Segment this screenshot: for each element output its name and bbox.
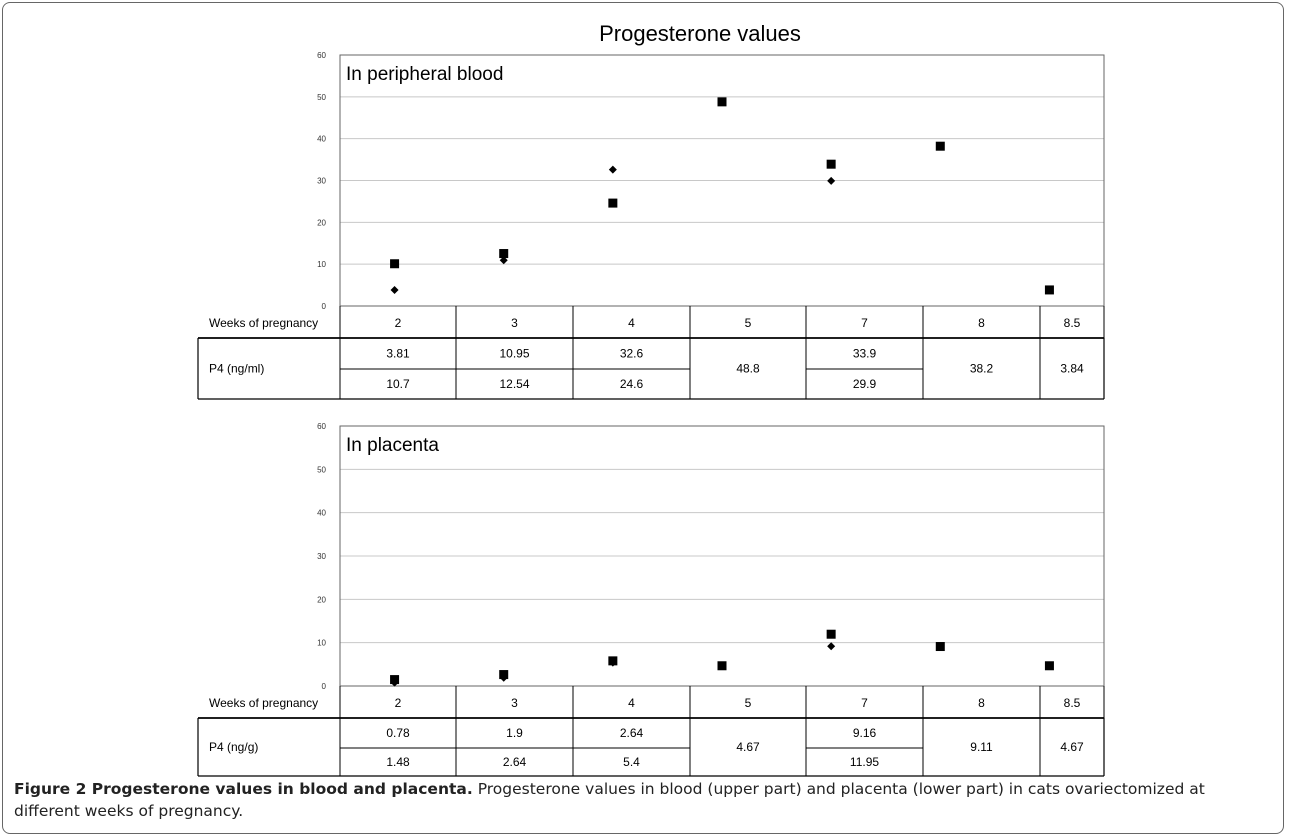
chart1-header-label: Weeks of pregnancy	[209, 316, 318, 330]
chart2-y-tick-label: 0	[322, 682, 327, 691]
chart1-y-tick-label: 50	[317, 93, 326, 102]
chart1-y-tick-label: 0	[322, 302, 327, 311]
chart1-square-point	[935, 141, 945, 151]
chart1-title: In peripheral blood	[346, 64, 503, 85]
chart1-diamond-point	[390, 286, 399, 295]
chart1-y-tick-label: 30	[317, 177, 326, 186]
chart1-square-point	[390, 259, 400, 269]
chart2-table-cell: 9.11	[970, 740, 993, 754]
chart2-table-cell: 2.64	[620, 726, 644, 740]
chart2-y-tick-label: 30	[317, 552, 326, 561]
chart1-table-cell: 12.54	[499, 377, 529, 391]
chart2-table-cell: 5.4	[623, 755, 640, 769]
chart2-plot-frame	[339, 425, 1105, 687]
chart2-square-point	[390, 675, 400, 685]
chart1-row-label: P4 (ng/ml)	[209, 362, 264, 376]
chart1-x-category-label: 4	[628, 316, 635, 330]
chart2-table-cell: 1.9	[506, 726, 523, 740]
chart2-y-tick-label: 60	[317, 422, 326, 431]
chart2-square-point	[826, 629, 836, 639]
chart1-table-cell: 10.7	[386, 377, 410, 391]
chart1-x-category-label: 3	[511, 316, 518, 330]
chart2-table-cell: 4.67	[1060, 740, 1084, 754]
chart2-y-tick-label: 50	[317, 465, 326, 474]
chart1-square-point	[1044, 285, 1054, 295]
chart2-x-category-label: 5	[745, 696, 752, 710]
chart1-table-cell: 10.95	[499, 347, 529, 361]
chart2-y-tick-label: 40	[317, 509, 326, 518]
chart1-square-point	[717, 97, 727, 107]
chart2-table-cell: 11.95	[850, 755, 879, 769]
chart1-diamond-point	[608, 165, 617, 174]
chart2-table-cell: 1.48	[386, 755, 410, 769]
figure-caption: Figure 2 Progesterone values in blood an…	[14, 778, 1264, 822]
chart2-header-label: Weeks of pregnancy	[209, 696, 318, 710]
chart2-y-tick-label: 10	[317, 639, 326, 648]
chart1-table-cell: 3.81	[386, 347, 410, 361]
chart2-square-point	[935, 642, 945, 652]
chart1-y-tick-label: 60	[317, 51, 326, 60]
chart2-table-cell: 2.64	[503, 755, 527, 769]
chart1-diamond-point	[827, 176, 836, 185]
chart2-x-category-label: 8	[978, 696, 985, 710]
chart2-x-category-label: 7	[861, 696, 868, 710]
chart1-diamond-point	[499, 256, 508, 265]
chart1-y-tick-label: 40	[317, 135, 326, 144]
chart2-table-cell: 9.16	[853, 726, 877, 740]
chart1-table-cell: 38.2	[970, 362, 994, 376]
chart1-table-cell: 24.6	[620, 377, 644, 391]
chart2-row-label: P4 (ng/g)	[209, 740, 258, 754]
chart2-x-category-label: 3	[511, 696, 518, 710]
chart1-square-point	[499, 249, 509, 259]
chart1-table-cell: 3.84	[1060, 362, 1084, 376]
chart2-x-category-label: 2	[395, 696, 402, 710]
chart2-table-cell: 0.78	[386, 726, 410, 740]
chart1-table-cell: 33.9	[853, 347, 877, 361]
chart2-square-point	[717, 661, 727, 671]
chart1-y-tick-label: 20	[317, 218, 326, 227]
chart2-x-category-label: 8.5	[1064, 696, 1081, 710]
chart2-square-point	[608, 656, 618, 666]
chart1-table-cell: 32.6	[620, 347, 644, 361]
chart1-table-cell: 48.8	[736, 362, 760, 376]
chart1-x-category-label: 7	[861, 316, 868, 330]
chart2-table-cell: 4.67	[736, 740, 760, 754]
chart1-plot-frame	[339, 54, 1105, 307]
chart2-diamond-point	[827, 642, 836, 651]
chart2-x-category-label: 4	[628, 696, 635, 710]
figure-title: Progesterone values	[599, 21, 801, 46]
chart2-title: In placenta	[346, 435, 439, 456]
caption-text: Progesterone values in blood (upper part…	[14, 780, 1205, 820]
caption-label: Figure 2 Progesterone values in blood an…	[14, 780, 473, 798]
chart1-x-category-label: 8	[978, 316, 985, 330]
chart1-x-category-label: 5	[745, 316, 752, 330]
chart1-table-cell: 29.9	[853, 377, 877, 391]
chart2-square-point	[1044, 661, 1054, 671]
chart2-y-tick-label: 20	[317, 595, 326, 604]
chart1-x-category-label: 2	[395, 316, 402, 330]
chart1-square-point	[826, 159, 836, 169]
chart1-x-category-label: 8.5	[1064, 316, 1081, 330]
chart2-square-point	[499, 670, 509, 680]
chart1-square-point	[608, 198, 618, 208]
chart1-y-tick-label: 10	[317, 260, 326, 269]
